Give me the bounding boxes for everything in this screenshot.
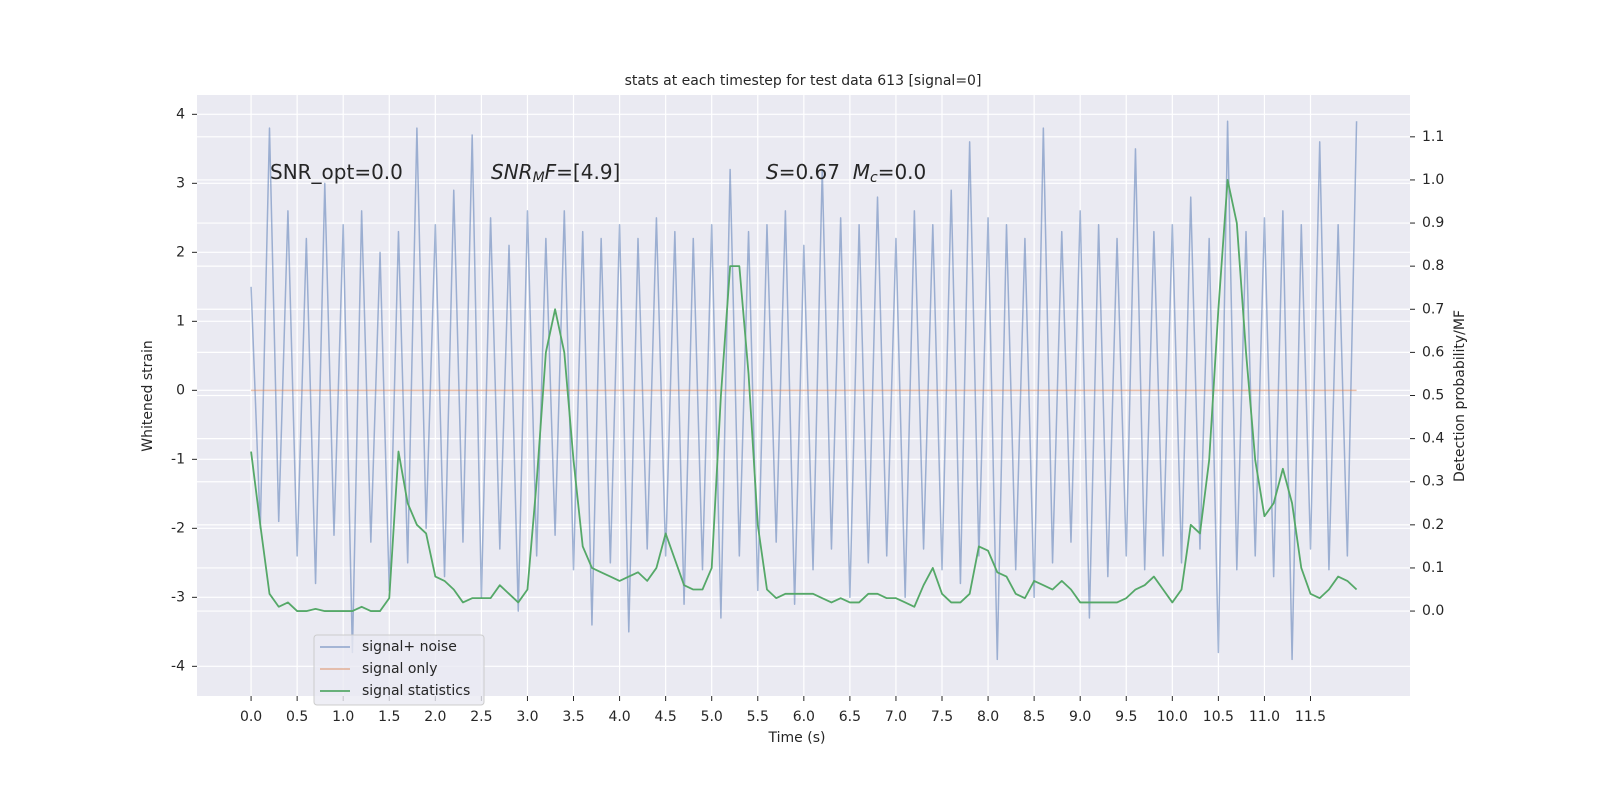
annotation-part: M [853, 160, 870, 184]
x-tick-label: 2.5 [470, 709, 492, 725]
x-tick-label: 1.5 [378, 709, 400, 725]
y2-tick-label: 1.1 [1422, 129, 1444, 145]
x-tick-label: 3.0 [516, 709, 538, 725]
marks [250, 120, 1358, 661]
x-tick-label: 10.5 [1203, 709, 1234, 725]
axes: 0.0 0.5 1.0 1.5 2.0 2.5 3.0 3.5 4.0 4.5 5.0 5.5 6.0 6… [171, 106, 1444, 725]
y2-tick-label: 0.5 [1422, 388, 1444, 404]
y-tick-label: 4 [176, 106, 185, 122]
chart-title: stats at each timestep for test data 613… [625, 73, 982, 89]
annotation-part: SNR_opt=0.0 [270, 160, 403, 184]
y2-tick-label: 0.0 [1422, 603, 1444, 619]
x-tick-label: 8.0 [977, 709, 999, 725]
y-tick-label: -1 [171, 451, 185, 467]
line-series [250, 120, 1358, 661]
y2-tick-label: 0.2 [1422, 517, 1444, 533]
x-tick-label: 0.5 [286, 709, 308, 725]
y-tick-label: -4 [171, 658, 185, 674]
annotation-part: S [766, 160, 779, 184]
y-axis-label: Whitened strain [140, 340, 156, 451]
y2-axis-label: Detection probability/MF [1452, 310, 1468, 482]
x-tick-label: 5.5 [747, 709, 769, 725]
x-tick-label: 9.0 [1069, 709, 1091, 725]
x-tick-label: 2.0 [424, 709, 446, 725]
y-tick-label: -2 [171, 520, 185, 536]
x-tick-label: 6.0 [793, 709, 815, 725]
annotation-part: =0.0 [878, 160, 927, 184]
y2-tick-label: 0.7 [1422, 301, 1444, 317]
x-tick-label: 6.5 [839, 709, 861, 725]
x-tick-label: 5.0 [701, 709, 723, 725]
x-tick-label: 4.5 [655, 709, 677, 725]
y2-tick-label: 0.4 [1422, 431, 1444, 447]
line-series [250, 179, 1358, 612]
x-tick-label: 8.5 [1023, 709, 1045, 725]
x-tick-label: 10.0 [1157, 709, 1188, 725]
annotation-part: F [545, 160, 557, 184]
y2-tick-label: 0.9 [1422, 215, 1444, 231]
x-tick-label: 7.0 [885, 709, 907, 725]
x-tick-label: 7.5 [931, 709, 953, 725]
annotation: SNR_opt=0.0 [270, 160, 403, 184]
y-tick-label: 1 [176, 313, 185, 329]
annotation-part: c [870, 170, 878, 186]
y2-tick-label: 0.3 [1422, 474, 1444, 490]
x-axis-label: Time (s) [768, 730, 826, 746]
x-tick-label: 11.0 [1249, 709, 1280, 725]
x-tick-label: 9.5 [1115, 709, 1137, 725]
y2-tick-label: 0.8 [1422, 258, 1444, 274]
annotation: SNRMF=[4.9] [491, 160, 620, 187]
legend-label: signal statistics [362, 683, 470, 699]
x-tick-label: 11.5 [1295, 709, 1326, 725]
annotation-part: M [533, 170, 545, 186]
x-tick-label: 1.0 [332, 709, 354, 725]
y-tick-label: -3 [171, 589, 185, 605]
y-tick-label: 2 [176, 244, 185, 260]
legend-box [313, 634, 485, 706]
x-tick-label: 4.0 [608, 709, 630, 725]
annotation-part: SNR [491, 160, 533, 184]
legend-label: signal only [362, 661, 437, 677]
y2-tick-label: 0.1 [1422, 560, 1444, 576]
legend: signal+ noise signal only signal statistic… [313, 634, 485, 706]
annotation-part: =0.67 [779, 160, 853, 184]
y2-tick-label: 0.6 [1422, 344, 1444, 360]
y2-tick-label: 1.0 [1422, 172, 1444, 188]
x-tick-label: 0.0 [240, 709, 262, 725]
annotation-part: =[4.9] [556, 160, 620, 184]
y-tick-label: 3 [176, 175, 185, 191]
y-tick-label: 0 [176, 382, 185, 398]
x-tick-label: 3.5 [562, 709, 584, 725]
legend-label: signal+ noise [362, 639, 457, 655]
annotation: S=0.67 Mc=0.0 [766, 160, 926, 187]
